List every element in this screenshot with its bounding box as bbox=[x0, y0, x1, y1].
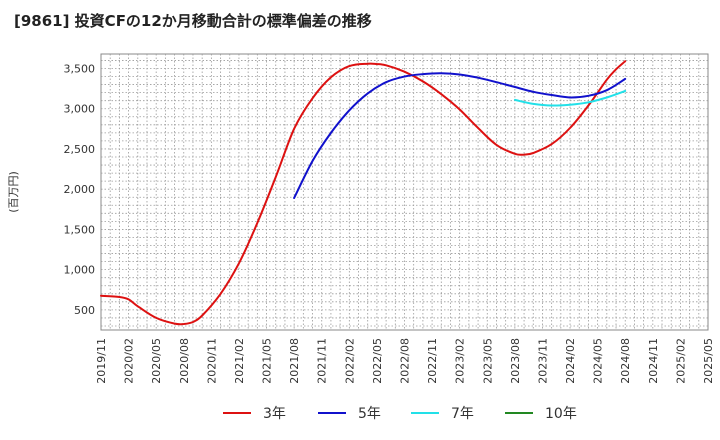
x-tick-label: 2023/08 bbox=[509, 338, 522, 384]
chart-title: [9861] 投資CFの12か月移動合計の標準偏差の推移 bbox=[14, 12, 372, 30]
y-tick-label: 500 bbox=[74, 304, 95, 317]
x-tick-label: 2023/05 bbox=[481, 338, 494, 384]
legend-label-7年: 7年 bbox=[451, 406, 474, 422]
x-tick-label: 2022/08 bbox=[399, 338, 412, 384]
x-tick-label: 2022/11 bbox=[426, 338, 439, 384]
y-axis-label: (百万円) bbox=[7, 171, 20, 213]
x-tick-label: 2025/02 bbox=[674, 338, 687, 384]
x-tick-label: 2019/11 bbox=[95, 338, 108, 384]
x-tick-label: 2021/08 bbox=[288, 338, 301, 384]
y-tick-label: 1,500 bbox=[64, 223, 96, 236]
x-tick-label: 2024/11 bbox=[647, 338, 660, 384]
x-tick-label: 2022/02 bbox=[343, 338, 356, 384]
series-line-5年 bbox=[293, 72, 627, 199]
x-tick-label: 2023/02 bbox=[454, 338, 467, 384]
legend-label-10年: 10年 bbox=[545, 406, 577, 422]
y-tick-label: 3,000 bbox=[64, 103, 96, 116]
x-tick-label: 2023/11 bbox=[536, 338, 549, 384]
x-tick-label: 2021/02 bbox=[233, 338, 246, 384]
x-tick-label: 2021/05 bbox=[261, 338, 274, 384]
x-tick-label: 2020/05 bbox=[150, 338, 163, 384]
x-tick-label: 2020/08 bbox=[178, 338, 191, 384]
x-tick-label: 2024/05 bbox=[592, 338, 605, 384]
series-line-7年 bbox=[513, 90, 627, 107]
y-tick-label: 1,000 bbox=[64, 264, 96, 277]
x-tick-label: 2024/08 bbox=[619, 338, 632, 384]
x-tick-label: 2020/02 bbox=[123, 338, 136, 384]
series-line-3年 bbox=[100, 60, 627, 326]
y-tick-label: 3,500 bbox=[64, 62, 96, 75]
x-tick-label: 2025/05 bbox=[702, 338, 715, 384]
x-tick-label: 2022/05 bbox=[371, 338, 384, 384]
x-tick-label: 2021/11 bbox=[316, 338, 329, 384]
y-tick-label: 2,500 bbox=[64, 143, 96, 156]
legend-label-5年: 5年 bbox=[358, 406, 381, 422]
x-tick-label: 2020/11 bbox=[205, 338, 218, 384]
y-tick-label: 2,000 bbox=[64, 183, 96, 196]
legend-label-3年: 3年 bbox=[263, 406, 286, 422]
x-tick-label: 2024/02 bbox=[564, 338, 577, 384]
